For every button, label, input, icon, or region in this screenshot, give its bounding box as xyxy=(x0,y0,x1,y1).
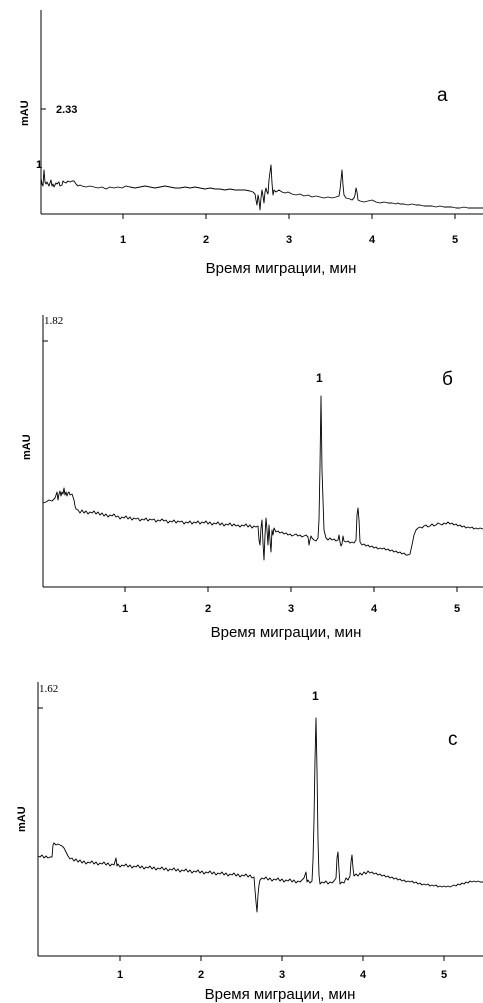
panel-c-letter: с xyxy=(448,729,458,750)
chart-panel-a: 2.33 1 mAU а 1 2 3 4 5 Время миграции, м… xyxy=(19,10,483,277)
panel-b-x-ticks: 1 2 3 4 5 xyxy=(122,587,460,615)
panel-a-x-ticks: 1 2 3 4 5 xyxy=(120,214,458,246)
panel-a-tick-1: 1 xyxy=(120,234,126,246)
panel-a-peak-label: 1 xyxy=(36,159,42,171)
panel-c-trace xyxy=(37,717,483,913)
panel-b-y-label: mAU xyxy=(21,434,33,460)
chart-panel-b: 1.82 1 mAU б 1 2 3 4 5 Время миграции, м… xyxy=(21,315,483,641)
panel-c-peak-label: 1 xyxy=(312,689,319,703)
panel-a-x-label: Время миграции, мин xyxy=(206,260,357,277)
panel-c-tick-3: 3 xyxy=(279,969,285,981)
panel-b-peak-label: 1 xyxy=(316,371,323,385)
panel-b-scale-label: 1.82 xyxy=(44,315,63,327)
panel-c-tick-1: 1 xyxy=(117,969,123,981)
panel-b-letter: б xyxy=(442,369,453,390)
panel-b-tick-2: 2 xyxy=(205,603,211,615)
panel-a-letter: а xyxy=(437,85,448,106)
panel-a-tick-2: 2 xyxy=(203,234,209,246)
panel-a-scale-label: 2.33 xyxy=(56,104,77,116)
panel-c-tick-4: 4 xyxy=(360,969,367,981)
panel-c-x-label: Время миграции, мин xyxy=(205,986,356,1003)
panel-b-tick-5: 5 xyxy=(454,603,460,615)
panel-c-y-label: mAU xyxy=(16,806,28,832)
panel-b-tick-4: 4 xyxy=(371,603,378,615)
panel-a-y-label: mAU xyxy=(19,100,31,126)
chart-panel-c: 1.62 1 mAU с 1 2 3 4 5 Время миграции, м… xyxy=(16,682,483,1003)
panel-a-trace xyxy=(40,164,483,211)
panel-b-tick-3: 3 xyxy=(288,603,294,615)
panel-b-trace xyxy=(42,395,483,561)
panel-b-x-label: Время миграции, мин xyxy=(211,624,362,641)
panel-c-tick-5: 5 xyxy=(441,969,447,981)
panel-c-tick-2: 2 xyxy=(198,969,204,981)
panel-a-tick-3: 3 xyxy=(286,234,292,246)
panel-b-tick-1: 1 xyxy=(122,603,128,615)
panel-c-x-ticks: 1 2 3 4 5 xyxy=(117,956,447,981)
panel-c-scale-label: 1.62 xyxy=(39,683,58,695)
panel-a-tick-5: 5 xyxy=(452,234,458,246)
panel-a-tick-4: 4 xyxy=(369,234,376,246)
